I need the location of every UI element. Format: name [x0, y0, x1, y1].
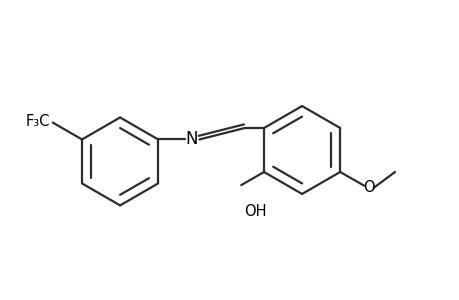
Text: O: O	[362, 180, 374, 195]
Text: N: N	[185, 130, 197, 148]
Text: OH: OH	[243, 204, 266, 219]
Text: F₃C: F₃C	[25, 114, 50, 129]
